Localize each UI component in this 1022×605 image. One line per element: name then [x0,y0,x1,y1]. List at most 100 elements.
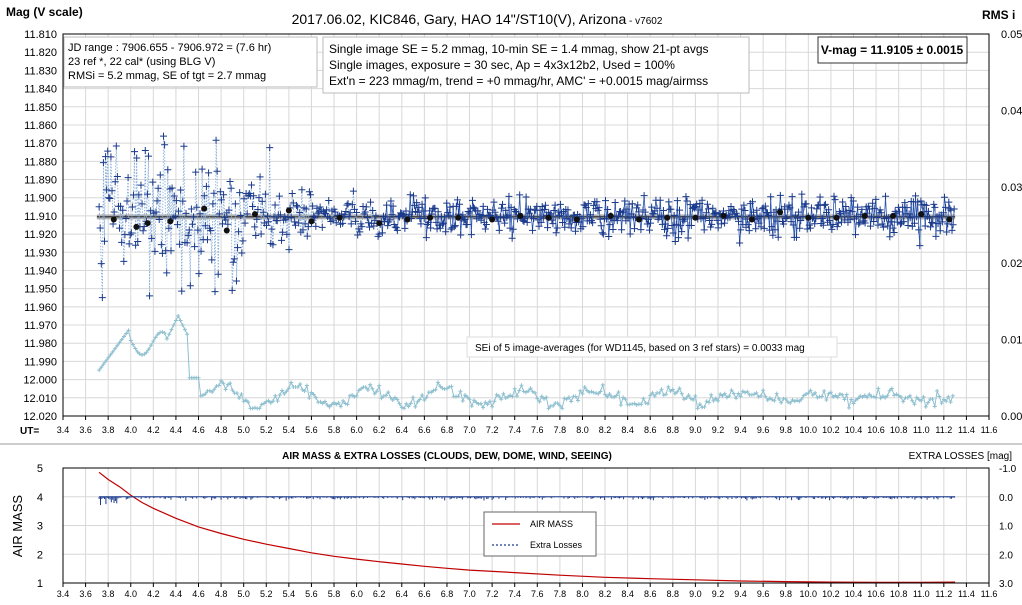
mag-point [481,225,489,233]
mag-point [227,184,235,192]
rms-point [492,399,497,404]
mag-point [582,204,590,212]
mag-point [251,223,259,231]
rms-point [108,352,113,357]
mag-point [889,224,897,232]
mag-point [168,184,176,192]
mag-point [222,216,230,224]
mag-point [345,213,353,221]
mag-point [250,192,258,200]
mag-point [402,207,410,215]
rms-point [727,394,732,398]
rms-point [420,392,425,397]
mag-point [932,232,940,240]
rms-point [252,405,257,410]
rms-point [153,335,158,340]
mag-point [768,223,776,231]
mag-point [105,194,113,202]
avg-point [376,220,383,227]
mag-point [372,212,380,220]
rms-point [359,386,364,391]
mag-point [155,215,163,223]
rms-point [618,403,623,408]
mag-point [496,213,504,221]
rms-point [815,395,820,400]
mag-point [802,200,810,208]
mag-point [924,207,932,215]
rms-point [106,355,111,360]
mag-point [761,202,769,210]
rms-point [223,387,228,392]
rms-point [352,394,357,399]
top-ylabel-right: RMS i [982,8,1015,22]
mag-point [193,203,201,211]
mag-point [177,186,185,194]
rms-point [280,388,285,393]
x-tick-label: 4.8 [215,589,228,599]
rms-point [853,398,858,403]
mag-point [691,204,699,212]
rms-point [896,393,901,398]
mag-point [595,204,603,212]
rms-point [275,399,280,404]
mag-point [549,220,557,228]
rms-point [463,392,468,397]
rms-point [810,393,815,398]
rms-point [458,389,463,394]
avg-point [517,212,524,219]
rms-point [605,394,610,399]
x-tick-label: 10.2 [822,425,840,435]
rms-point [840,392,845,397]
info-box-1: JD range : 7906.655 - 7906.972 = (7.6 hr… [63,36,318,88]
rms-point [828,390,833,395]
rms-point [944,399,949,404]
rms-point [327,404,332,409]
mag-point [146,292,154,300]
rms-point [140,352,145,357]
mag-point [792,233,800,241]
mag-point [97,260,105,268]
info-line: RMSi = 5.2 mmag, SE of tgt = 2.7 mmag [68,70,266,82]
x-tick-label: 5.8 [328,425,341,435]
mag-point [509,225,517,233]
rms-point [686,393,691,398]
x-tick-label: 9.0 [689,425,702,435]
mag-point [797,217,805,225]
rms-point [542,396,547,401]
mag-point [947,206,955,214]
rms-point [241,399,246,404]
mag-point [948,226,956,234]
rms-point [706,400,711,405]
mag-point [644,215,652,223]
mag-point [687,222,695,230]
mag-point [771,226,779,234]
rms-point [639,402,644,407]
mag-point [815,201,823,209]
mag-point [520,218,528,226]
rms-point [598,389,603,394]
mag-point [643,220,651,228]
mag-point [110,208,118,216]
x-tick-label: 11.2 [935,425,952,435]
rms-point [661,393,666,398]
rms-point [673,391,678,396]
rms-point [898,394,903,399]
mag-point [767,193,775,201]
mag-point [501,219,509,227]
mag-point [659,206,667,214]
mag-point [662,220,670,228]
mag-point [890,228,898,236]
mag-point [695,206,703,214]
mag-point [309,202,317,210]
mag-point [144,152,152,160]
mag-point [161,141,169,149]
x-tick-label: 9.6 [757,425,770,435]
mag-point [352,217,360,225]
bottom-title: AIR MASS & EXTRA LOSSES (CLOUDS, DEW, DO… [282,451,612,462]
mag-point [239,237,247,245]
mag-point [803,225,811,233]
x-tick-label: 11.0 [913,425,930,435]
avg-point [748,216,755,223]
avg-point [918,211,925,218]
y-tick-label: 2 [37,549,43,561]
